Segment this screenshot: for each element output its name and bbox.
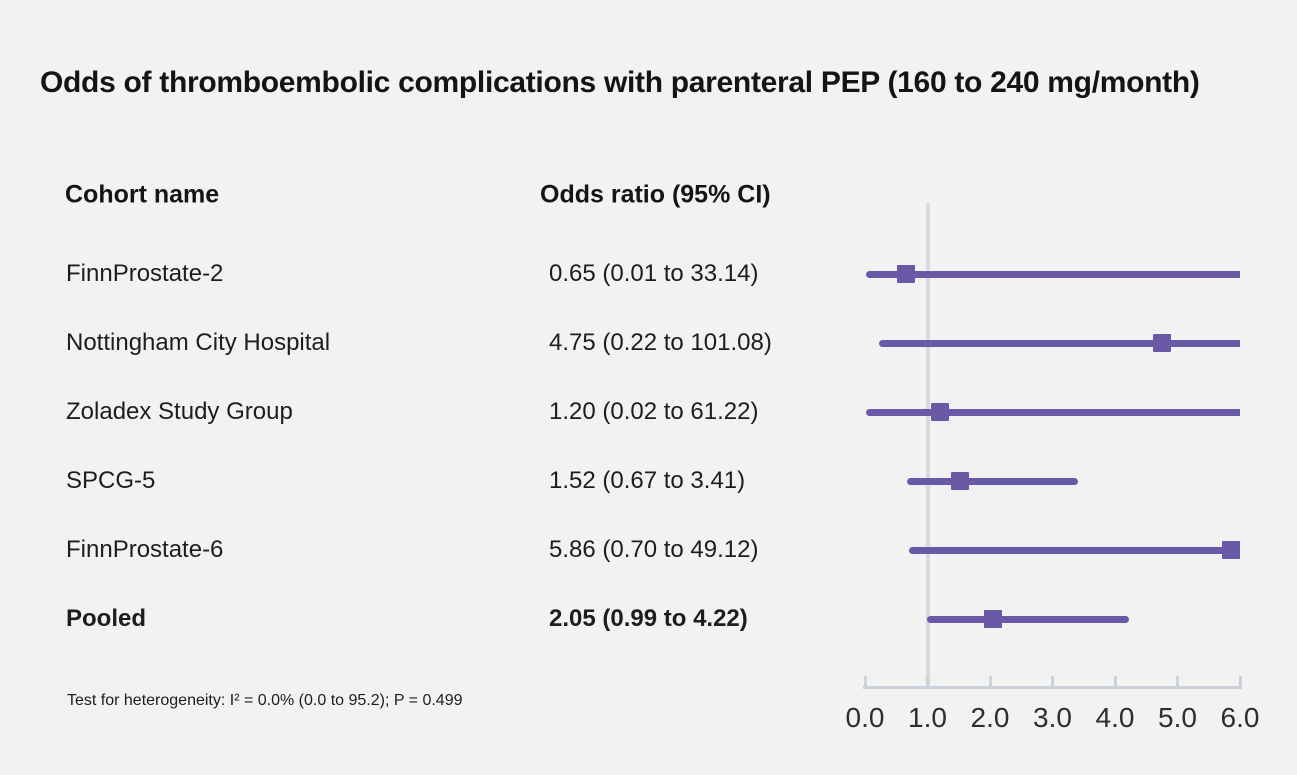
- confidence-interval-line: [866, 408, 1240, 416]
- odds-ratio-value: 0.65 (0.01 to 33.14): [549, 260, 759, 287]
- odds-ratio-marker: [896, 265, 915, 283]
- x-axis-tick: [1113, 676, 1117, 686]
- cohort-label: FinnProstate-6: [66, 536, 224, 563]
- x-axis-line: [863, 686, 1242, 689]
- confidence-interval-line: [906, 477, 1079, 485]
- heterogeneity-note: Test for heterogeneity: I² = 0.0% (0.0 t…: [67, 692, 463, 709]
- x-axis-tick-label: 5.0: [1158, 702, 1197, 733]
- x-axis-tick: [863, 676, 867, 686]
- x-axis-tick: [926, 676, 929, 686]
- confidence-interval-line: [926, 615, 1129, 623]
- x-axis-tick-label: 1.0: [908, 702, 947, 733]
- odds-ratio-value: 1.20 (0.02 to 61.22): [549, 398, 759, 425]
- cohort-label: FinnProstate-2: [66, 260, 224, 287]
- reference-line-or-1: [925, 203, 930, 688]
- odds-ratio-value: 2.05 (0.99 to 4.22): [549, 605, 748, 632]
- column-header-cohort: Cohort name: [65, 180, 220, 209]
- x-axis-tick-label: 0.0: [845, 702, 885, 733]
- confidence-interval-line: [878, 339, 1240, 347]
- chart-title: Odds of thromboembolic complications wit…: [40, 66, 1200, 99]
- x-axis-tick-label: 3.0: [1033, 702, 1072, 733]
- column-header-odds: Odds ratio (95% CI): [540, 180, 771, 209]
- confidence-interval-line: [908, 546, 1240, 554]
- cohort-label: Zoladex Study Group: [66, 398, 293, 425]
- x-axis-tick: [988, 676, 992, 686]
- x-axis-tick: [1176, 676, 1179, 686]
- odds-ratio-value: 1.52 (0.67 to 3.41): [549, 467, 746, 494]
- x-axis-tick-label: 6.0: [1220, 702, 1260, 733]
- odds-ratio-marker: [1152, 334, 1171, 352]
- cohort-label: SPCG-5: [66, 467, 156, 494]
- x-axis-tick: [1238, 676, 1242, 686]
- odds-ratio-value: 5.86 (0.70 to 49.12): [549, 536, 759, 563]
- odds-ratio-marker: [931, 403, 949, 421]
- odds-ratio-marker: [951, 472, 969, 490]
- x-axis-tick-label: 2.0: [970, 702, 1010, 733]
- confidence-interval-line: [865, 270, 1240, 278]
- cohort-label: Pooled: [66, 605, 147, 632]
- x-axis-tick: [1051, 676, 1054, 686]
- x-axis-tick-label: 4.0: [1095, 702, 1135, 733]
- odds-ratio-value: 4.75 (0.22 to 101.08): [549, 329, 772, 356]
- cohort-label: Nottingham City Hospital: [66, 329, 331, 356]
- odds-ratio-marker: [984, 610, 1003, 628]
- odds-ratio-marker: [1222, 541, 1241, 559]
